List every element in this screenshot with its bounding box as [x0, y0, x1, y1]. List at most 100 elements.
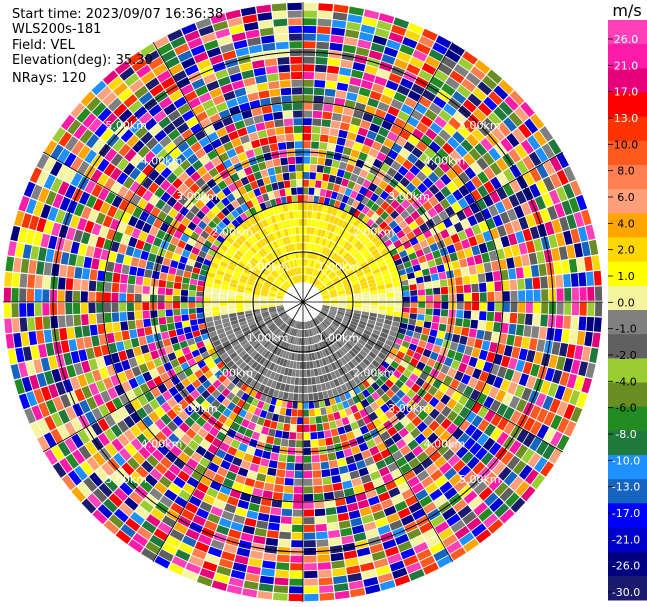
gate	[318, 220, 325, 229]
gate	[453, 268, 462, 278]
gate	[477, 185, 489, 198]
gate	[463, 437, 476, 450]
gate	[319, 134, 329, 143]
gate	[411, 83, 425, 95]
gate	[317, 204, 324, 212]
gate	[450, 233, 460, 244]
gate	[486, 311, 495, 322]
gate	[509, 312, 518, 324]
gate	[359, 278, 367, 284]
gate	[347, 339, 356, 347]
gate	[392, 342, 401, 351]
gate	[358, 257, 366, 265]
gate	[336, 313, 344, 318]
gate	[527, 452, 541, 468]
gate	[423, 189, 434, 200]
colorbar-tick-label: 17.0	[614, 86, 639, 99]
gate	[443, 375, 454, 386]
gate	[588, 239, 599, 256]
gate	[503, 345, 513, 357]
gate	[398, 269, 407, 276]
gate	[435, 413, 446, 425]
gate	[353, 251, 362, 259]
colorbar-tick-label: 8.0	[617, 165, 635, 178]
gate	[322, 297, 330, 300]
gate	[399, 345, 408, 354]
gate	[339, 260, 347, 267]
gate	[312, 277, 317, 285]
gate	[394, 215, 404, 225]
gate	[561, 329, 570, 343]
gate	[320, 229, 326, 238]
gate	[426, 159, 438, 171]
gate	[330, 304, 338, 308]
gate	[366, 275, 375, 281]
gate	[462, 99, 477, 113]
gate	[378, 297, 386, 302]
gate	[478, 102, 492, 117]
gate	[440, 364, 450, 375]
gate	[492, 214, 503, 227]
gate	[464, 180, 476, 193]
gate	[353, 240, 362, 248]
gate	[548, 354, 558, 369]
gate	[347, 84, 360, 94]
gate	[374, 76, 388, 87]
gate	[457, 432, 470, 445]
gate	[318, 3, 333, 12]
gate	[566, 344, 576, 359]
gate	[581, 241, 591, 257]
gate	[409, 56, 424, 69]
gate	[587, 302, 595, 316]
gate	[332, 183, 341, 193]
gate	[530, 473, 546, 490]
gate	[422, 89, 436, 102]
gate	[311, 268, 316, 276]
gate	[303, 72, 315, 80]
gate	[424, 109, 438, 121]
gate	[307, 275, 310, 283]
gate	[449, 42, 465, 57]
gate	[312, 118, 322, 126]
gate	[359, 320, 367, 326]
gate	[399, 274, 408, 281]
gate	[593, 270, 602, 286]
gate	[491, 127, 505, 142]
gate	[362, 305, 370, 309]
gate	[507, 381, 518, 395]
gate	[360, 119, 371, 130]
gate	[418, 96, 432, 108]
gate	[540, 461, 554, 477]
gate	[503, 168, 515, 182]
gate	[346, 308, 354, 313]
colorbar-unit: m/s	[612, 1, 641, 20]
gate	[322, 295, 330, 298]
gate	[359, 169, 369, 179]
gate	[350, 117, 362, 127]
gate	[320, 310, 328, 315]
gate	[382, 273, 391, 280]
gate	[559, 371, 570, 387]
gate	[496, 343, 506, 355]
gate	[417, 194, 428, 205]
gate	[351, 334, 360, 342]
gate	[449, 378, 460, 390]
gate	[346, 92, 358, 102]
gate	[308, 187, 315, 195]
colorbar-tick-label: -6.0	[615, 402, 636, 415]
gate	[357, 221, 365, 231]
gate	[400, 279, 409, 286]
gate	[488, 147, 501, 161]
gate	[393, 355, 403, 364]
gate	[541, 143, 555, 159]
gate	[374, 272, 382, 279]
gate	[511, 346, 521, 359]
gate	[587, 286, 595, 301]
gate	[569, 330, 578, 345]
gate	[343, 264, 351, 272]
gate	[487, 69, 503, 84]
gate	[383, 323, 391, 330]
gate	[378, 302, 386, 306]
gate	[493, 106, 508, 121]
gate	[578, 361, 589, 377]
